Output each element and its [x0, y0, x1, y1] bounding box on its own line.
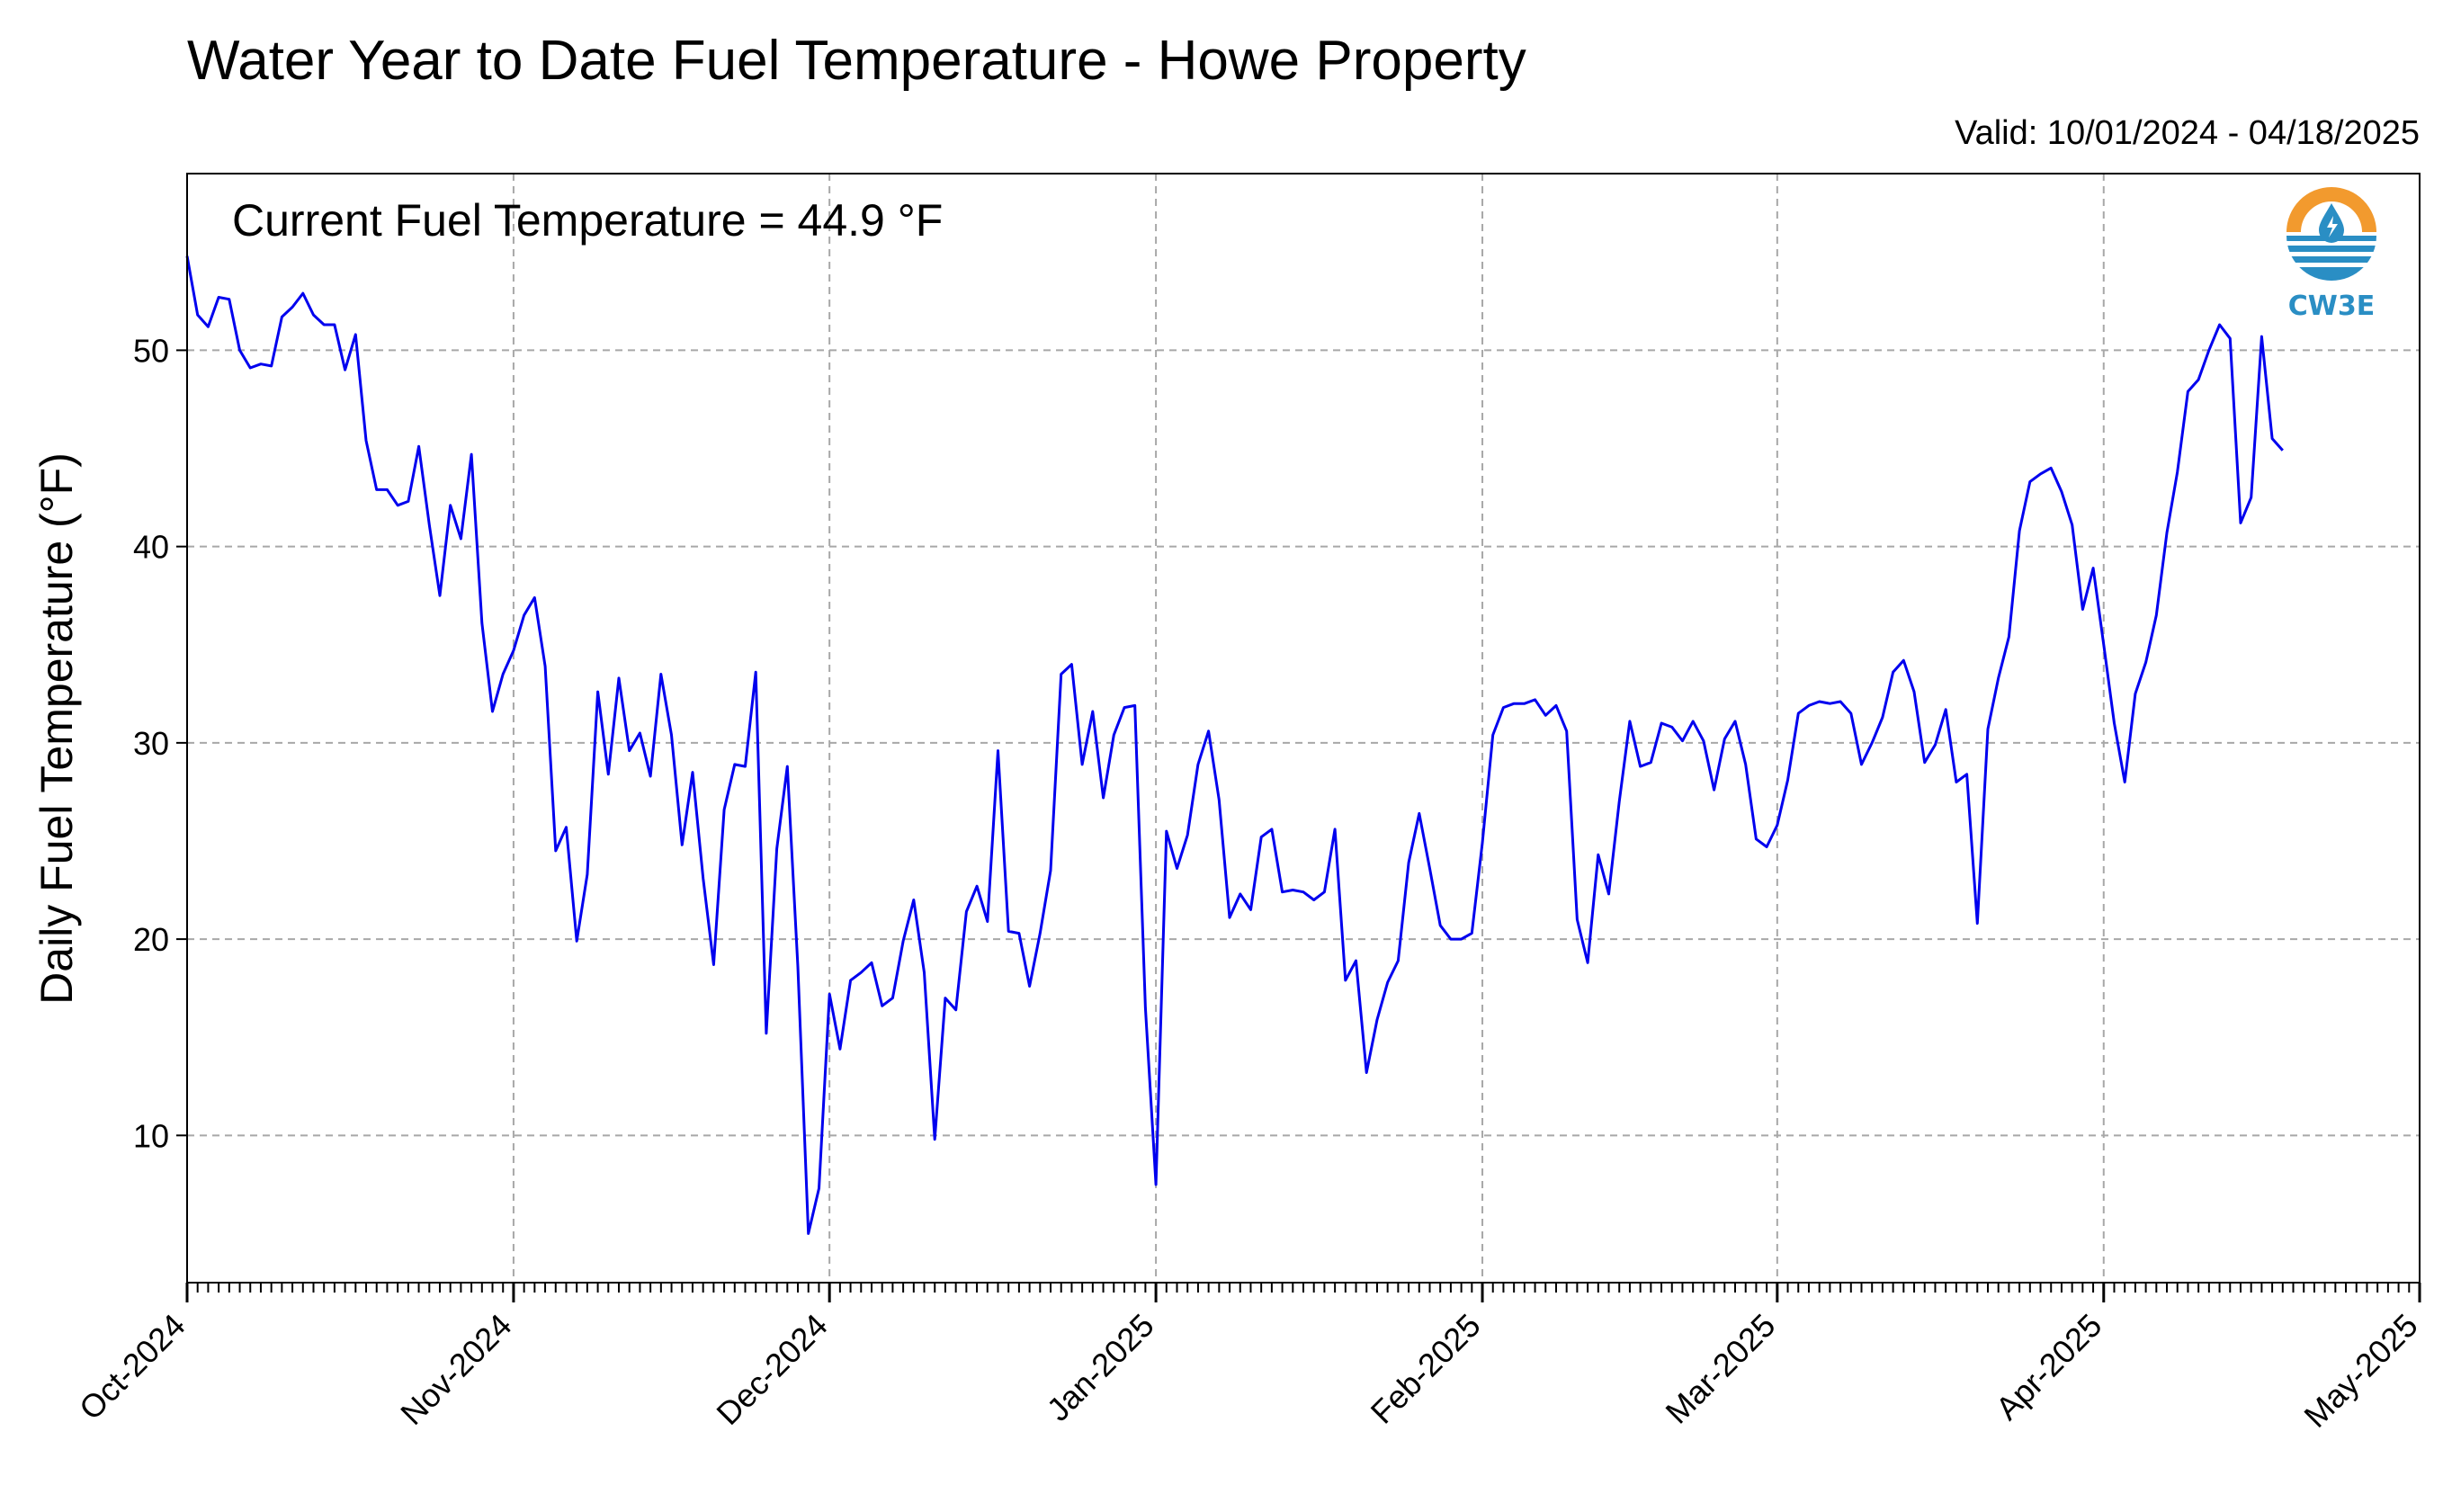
- y-tick-label: 10: [133, 1117, 169, 1154]
- x-tick-label: Oct-2024: [72, 1307, 192, 1427]
- grid: [187, 174, 2420, 1283]
- x-tick-label: Dec-2024: [709, 1307, 834, 1432]
- x-tick-label: Jan-2025: [1040, 1307, 1161, 1428]
- x-tick-label: Apr-2025: [1989, 1307, 2109, 1427]
- x-tick-label: Feb-2025: [1364, 1307, 1488, 1431]
- series-line: [185, 255, 2284, 1235]
- current-value-annotation: Current Fuel Temperature = 44.9 °F: [232, 195, 943, 246]
- y-tick-label: 40: [133, 529, 169, 566]
- y-tick-label: 20: [133, 921, 169, 958]
- x-tick-label: May-2025: [2296, 1307, 2424, 1435]
- y-tick-label: 30: [133, 725, 169, 762]
- y-tick-label: 50: [133, 332, 169, 369]
- chart-subtitle: Valid: 10/01/2024 - 04/18/2025: [1955, 114, 2420, 152]
- axis-ticks: [176, 349, 2421, 1302]
- cw3e-logo: CW3E: [2283, 187, 2380, 322]
- x-tick-label: Mar-2025: [1659, 1307, 1783, 1431]
- cw3e-drop-logo-icon: [2283, 187, 2380, 281]
- cw3e-logo-text: CW3E: [2288, 291, 2375, 322]
- x-tick-label: Nov-2024: [393, 1307, 518, 1432]
- y-axis-label: Daily Fuel Temperature (°F): [31, 452, 82, 1005]
- plot-frame: [186, 173, 2421, 1284]
- chart-title: Water Year to Date Fuel Temperature - Ho…: [187, 30, 1526, 92]
